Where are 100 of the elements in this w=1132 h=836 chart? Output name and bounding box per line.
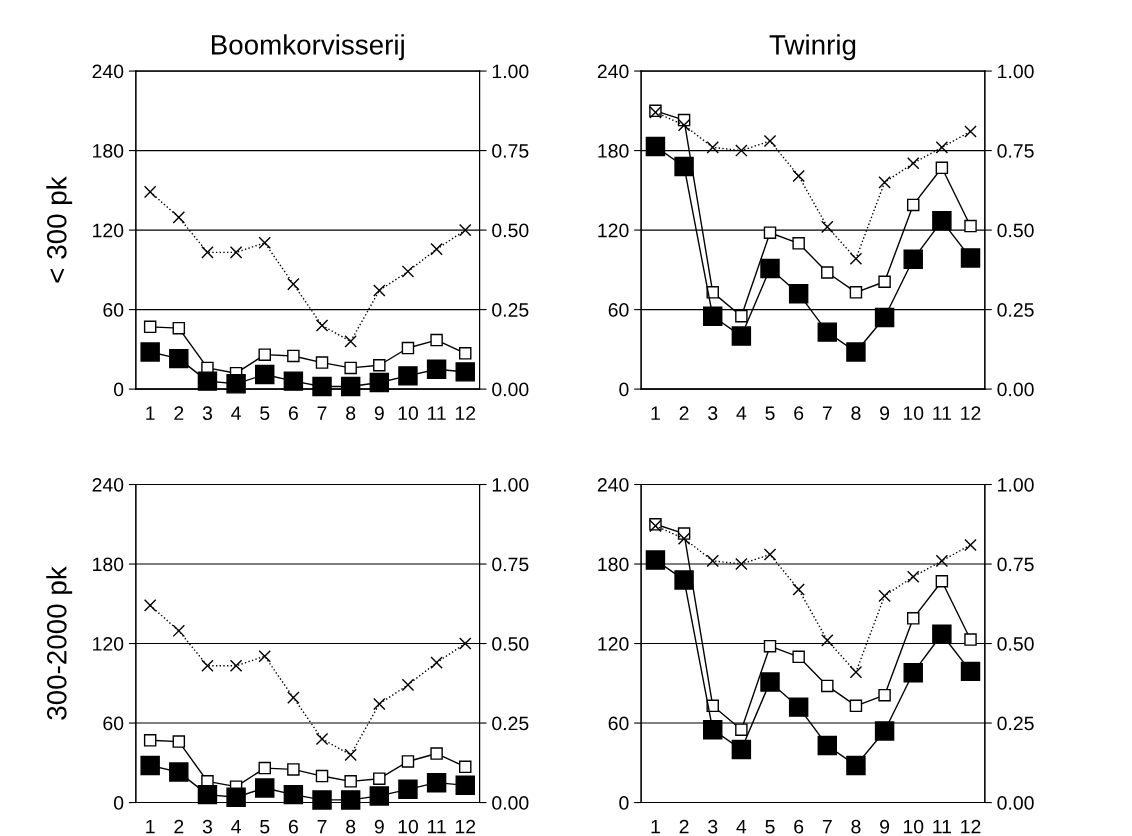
point (255, 778, 275, 798)
y2-tick-label: 0.00 (997, 382, 1034, 397)
point (315, 769, 329, 783)
y-tick-label: 0 (113, 382, 124, 397)
point (287, 691, 300, 704)
x-tick-label: 9 (374, 406, 384, 421)
point (201, 246, 214, 259)
point (906, 612, 920, 625)
x-tick-label: 6 (288, 406, 298, 421)
x-tick-label: 6 (794, 406, 804, 421)
point (763, 226, 777, 239)
y-tick-label: 120 (598, 637, 629, 651)
point (197, 784, 218, 805)
y-tick-label: 60 (103, 303, 124, 317)
x-tick-label: 4 (231, 819, 241, 834)
point (964, 633, 977, 646)
point (172, 211, 186, 224)
point (401, 755, 415, 768)
y-tick-label: 120 (93, 223, 124, 238)
point (821, 679, 834, 693)
point (283, 371, 304, 391)
x-tick-label: 1 (146, 819, 155, 834)
point (849, 699, 863, 713)
point (703, 306, 723, 326)
point (369, 786, 390, 806)
point (878, 176, 891, 189)
point (821, 220, 834, 234)
point (373, 358, 386, 372)
point (315, 356, 329, 369)
point (903, 249, 923, 269)
point (849, 252, 863, 265)
point (197, 371, 218, 391)
x-tick-label: 8 (851, 819, 861, 834)
point (401, 265, 415, 278)
point (258, 348, 271, 361)
y2-tick-label: 0.75 (492, 557, 529, 572)
point (735, 309, 748, 323)
point (677, 118, 691, 132)
point (287, 349, 300, 363)
y-tick-label: 240 (597, 477, 629, 492)
point (229, 659, 243, 673)
y-tick-label: 240 (597, 64, 629, 79)
point (760, 258, 780, 279)
y-axis-title: 300-2000 pk (46, 566, 73, 720)
y2-tick-label: 0.25 (492, 303, 529, 317)
x-tick-label: 9 (880, 406, 890, 421)
point (255, 364, 275, 385)
point (169, 762, 189, 782)
y-tick-label: 60 (608, 303, 629, 317)
y2-tick-label: 0.25 (492, 716, 529, 731)
y-tick-label: 0 (619, 796, 629, 810)
x-tick-label: 4 (231, 406, 241, 420)
x-tick-label: 7 (822, 819, 832, 834)
point (430, 242, 443, 256)
point (788, 283, 809, 304)
x-tick-label: 12 (455, 406, 476, 420)
point (731, 326, 752, 346)
point (458, 760, 472, 774)
point (258, 236, 271, 250)
point (430, 656, 443, 669)
point (287, 277, 300, 291)
y-tick-label: 0 (113, 796, 124, 810)
x-tick-label: 12 (961, 819, 981, 834)
y-tick-label: 180 (93, 144, 124, 158)
point (143, 320, 157, 334)
y-tick-label: 60 (608, 716, 629, 731)
x-tick-label: 5 (765, 406, 775, 421)
x-tick-label: 2 (174, 406, 184, 420)
point (735, 144, 748, 157)
point (401, 341, 415, 355)
point (674, 570, 694, 590)
point (817, 322, 838, 342)
y2-tick-label: 0.00 (492, 382, 529, 397)
y-tick-label: 180 (93, 557, 124, 572)
point (706, 554, 719, 568)
x-tick-label: 8 (346, 406, 356, 421)
y-tick-label: 60 (103, 716, 124, 731)
point (645, 136, 666, 157)
y2-tick-label: 0.75 (997, 144, 1034, 158)
point (455, 362, 475, 382)
point (792, 650, 805, 664)
x-tick-label: 5 (765, 819, 775, 834)
point (906, 198, 920, 212)
point (731, 739, 752, 760)
y2-tick-label: 0.25 (997, 716, 1034, 731)
point (792, 237, 805, 250)
x-tick-label: 3 (202, 406, 212, 421)
point (703, 719, 723, 740)
point (964, 538, 977, 552)
x-tick-label: 4 (736, 819, 747, 834)
point (903, 662, 923, 683)
x-tick-label: 10 (398, 819, 419, 834)
point (932, 624, 952, 644)
x-tick-label: 1 (651, 819, 660, 834)
chart-title: Boomkorvisserij (211, 34, 404, 61)
y2-tick-label: 0.00 (492, 796, 529, 810)
y2-tick-label: 1.00 (998, 477, 1034, 492)
y2-tick-label: 0.50 (492, 223, 529, 238)
point (426, 359, 447, 379)
x-tick-label: 6 (288, 819, 298, 834)
